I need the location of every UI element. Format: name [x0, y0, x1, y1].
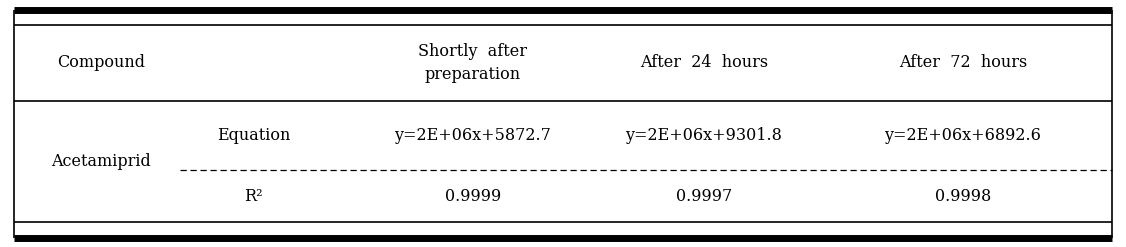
Text: After  72  hours: After 72 hours	[899, 55, 1027, 71]
Text: After  24  hours: After 24 hours	[640, 55, 768, 71]
Text: R²: R²	[244, 188, 262, 205]
Text: Shortly  after
preparation: Shortly after preparation	[419, 43, 527, 82]
Text: y=2E+06x+9301.8: y=2E+06x+9301.8	[625, 127, 783, 144]
Text: y=2E+06x+6892.6: y=2E+06x+6892.6	[884, 127, 1042, 144]
Text: Equation: Equation	[216, 127, 291, 144]
Text: Acetamiprid: Acetamiprid	[52, 153, 151, 170]
Text: y=2E+06x+5872.7: y=2E+06x+5872.7	[394, 127, 552, 144]
Text: 0.9998: 0.9998	[935, 188, 991, 205]
Text: 0.9999: 0.9999	[445, 188, 501, 205]
Text: 0.9997: 0.9997	[676, 188, 732, 205]
Text: Compound: Compound	[57, 55, 145, 71]
